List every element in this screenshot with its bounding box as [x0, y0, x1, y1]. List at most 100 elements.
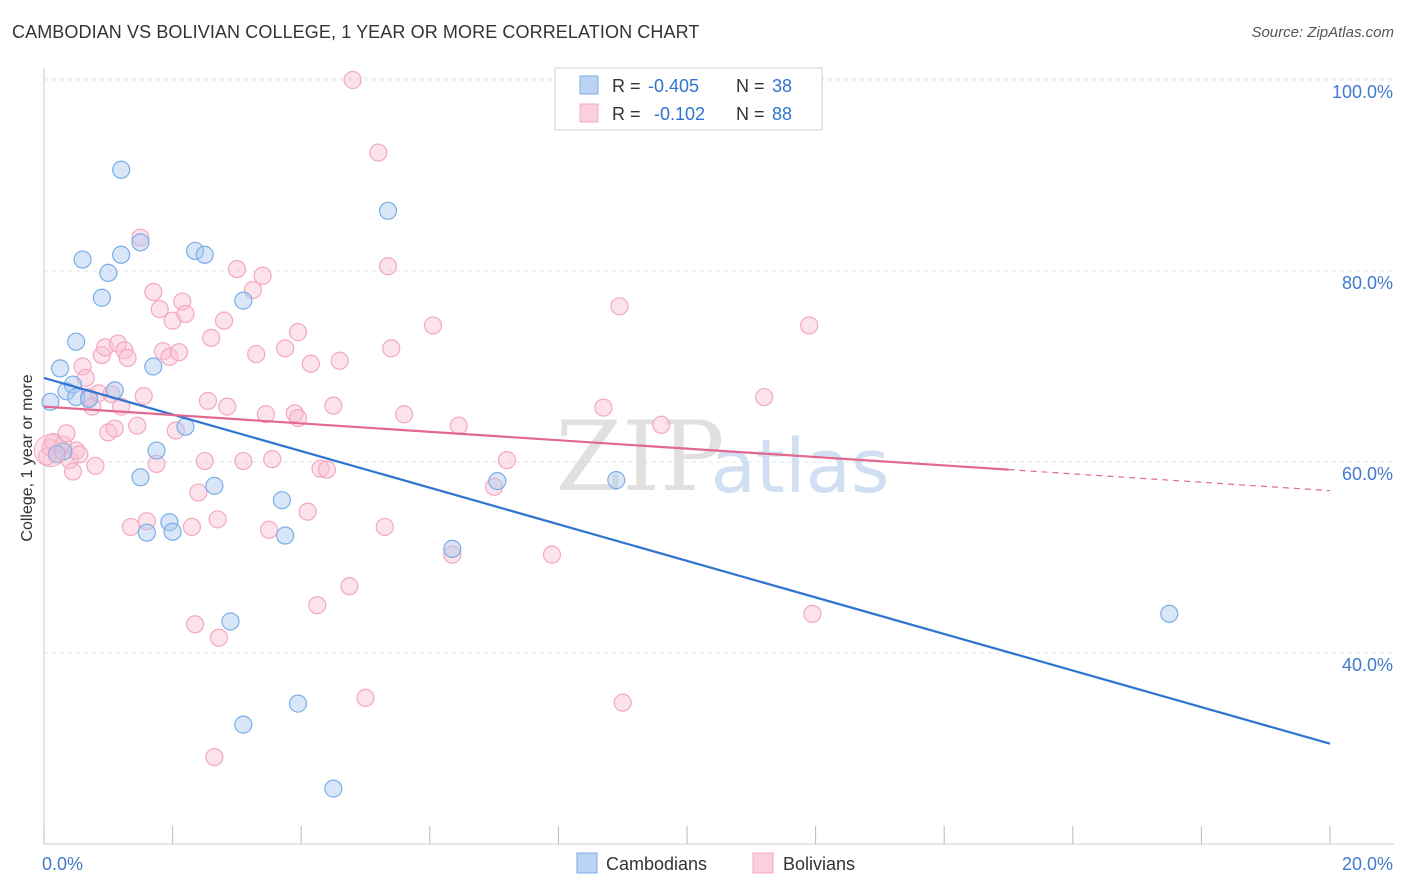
watermark-zip: ZIP	[555, 401, 724, 513]
point-cambodians-27	[272, 491, 292, 510]
point-bolivians-63	[298, 502, 317, 521]
point-bolivians-30	[144, 282, 163, 302]
point-cambodians-2	[57, 382, 76, 401]
point-bolivians-80	[449, 416, 468, 435]
x-tick-label-right: 20.0%	[1342, 854, 1393, 874]
stats-legend: R = -0.405 N = 38 R = -0.102 N = 88	[554, 67, 823, 131]
point-bolivians-88	[800, 316, 819, 335]
point-bolivians-71	[343, 70, 362, 90]
point-bolivians-54	[247, 344, 266, 364]
series-legend-swatch-cambodians	[576, 852, 598, 874]
point-cambodians-9	[99, 263, 118, 283]
point-bolivians-85	[610, 297, 629, 316]
point-bolivians-25	[121, 517, 140, 537]
point-bolivians-45	[202, 328, 221, 347]
trend-line-bolivians	[43, 405, 1009, 471]
legend-r-label-cambodians: R =	[612, 76, 641, 96]
point-bolivians-84	[594, 398, 613, 417]
point-bolivians-cluster	[33, 434, 67, 468]
legend-r-value-cambodians: -0.405	[648, 76, 699, 96]
point-bolivians-5	[57, 424, 76, 443]
point-bolivians-24	[118, 348, 137, 368]
point-bolivians-55	[253, 266, 272, 285]
point-cambodians-8	[92, 288, 111, 307]
legend-n-value-cambodians: 38	[772, 76, 792, 96]
chart-source: Source: ZipAtlas.com	[1251, 24, 1394, 41]
point-cambodians-32	[443, 539, 462, 559]
tick-labels: 100.0% 80.0% 60.0% 40.0% 0.0% 20.0%	[42, 82, 1393, 874]
y-tick-label-3: 40.0%	[1342, 655, 1393, 675]
point-bolivians-68	[324, 396, 343, 415]
point-bolivians-64	[301, 354, 320, 373]
chart-title: CAMBODIAN VS BOLIVIAN COLLEGE, 1 YEAR OR…	[12, 22, 700, 42]
point-bolivians-44	[198, 391, 218, 410]
legend-n-label-cambodians: N =	[736, 76, 765, 96]
legend-swatch-bolivians	[579, 103, 599, 123]
point-cambodians-26	[234, 291, 253, 310]
point-bolivians-47	[208, 510, 227, 529]
point-bolivians-21	[108, 334, 128, 353]
legend-swatch-cambodians	[579, 75, 599, 95]
series-legend: Cambodians Bolivians	[576, 852, 855, 874]
point-bolivians-69	[330, 351, 349, 370]
point-bolivians-39	[176, 304, 195, 324]
point-cambodians-11	[112, 245, 131, 264]
point-cambodians-14	[131, 468, 150, 487]
point-cambodians-16	[144, 357, 163, 376]
point-cambodians-1	[50, 359, 70, 378]
point-cambodians-13	[131, 233, 150, 252]
point-bolivians-76	[382, 339, 401, 358]
point-cambodians-5	[67, 332, 86, 351]
point-cambodians-33	[488, 472, 507, 491]
point-bolivians-72	[356, 688, 375, 707]
point-bolivians-82	[497, 450, 517, 470]
point-bolivians-57	[259, 520, 279, 539]
watermark: ZIP atlas	[555, 401, 889, 513]
point-bolivians-9	[70, 445, 89, 464]
point-bolivians-46	[205, 747, 224, 767]
point-bolivians-77	[394, 405, 414, 424]
legend-n-value-bolivians: 88	[772, 104, 792, 124]
point-bolivians-43	[195, 451, 214, 471]
point-bolivians-51	[227, 259, 246, 279]
point-bolivians-62	[288, 323, 308, 342]
point-bolivians-81	[485, 477, 504, 496]
y-tick-label-2: 60.0%	[1342, 464, 1393, 484]
point-cambodians-17	[147, 441, 166, 460]
point-cambodians-37	[47, 445, 66, 464]
legend-n-label-bolivians: N =	[736, 104, 765, 124]
point-bolivians-83	[542, 545, 562, 564]
series-legend-swatch-bolivians	[752, 852, 774, 874]
point-bolivians-89	[803, 604, 822, 623]
axes	[43, 68, 1394, 845]
point-cambodians-31	[378, 201, 398, 220]
point-cambodians-15	[137, 523, 156, 542]
point-bolivians-75	[378, 257, 398, 276]
point-bolivians-36	[166, 421, 185, 440]
point-cambodians-30	[324, 779, 343, 798]
trend-line-bolivians-extension	[1008, 469, 1331, 492]
point-bolivians-70	[340, 577, 359, 596]
point-bolivians-37	[169, 343, 189, 362]
point-bolivians-31	[147, 454, 166, 474]
point-bolivians-42	[189, 483, 208, 502]
point-bolivians-52	[234, 451, 253, 471]
point-bolivians-59	[276, 339, 295, 358]
point-bolivians-28	[134, 387, 153, 406]
point-cambodians-12	[112, 160, 131, 179]
point-bolivians-34	[160, 347, 179, 367]
point-cambodians-22	[195, 245, 214, 264]
y-axis-label: College, 1 year or more	[19, 374, 36, 541]
grid-lines	[44, 77, 1394, 654]
point-bolivians-10	[73, 357, 92, 376]
point-cambodians-34	[607, 471, 626, 490]
trend-lines	[43, 376, 1331, 745]
point-bolivians-86	[613, 693, 632, 712]
point-cambodians-21	[186, 241, 205, 261]
point-bolivians-87	[755, 387, 774, 407]
y-tick-label-0: 100.0%	[1332, 82, 1393, 102]
x-tick-label-left: 0.0%	[42, 854, 83, 874]
legend-r-label-bolivians: R =	[612, 104, 641, 124]
point-bolivians-58	[263, 450, 282, 469]
